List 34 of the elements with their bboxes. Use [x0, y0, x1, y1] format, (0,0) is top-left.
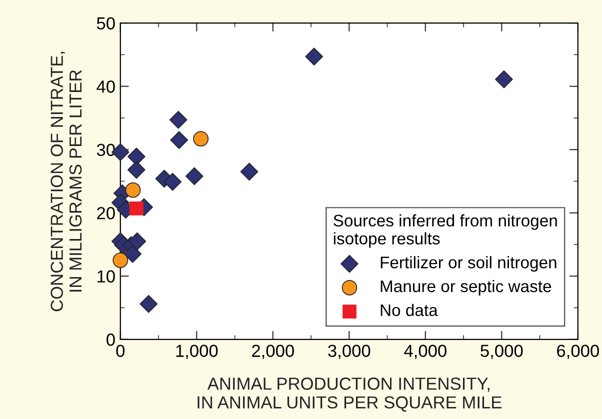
- point: [127, 160, 146, 179]
- x-tick-label: 1,000: [176, 344, 218, 360]
- x-axis-title: ANIMAL PRODUCTION INTENSITY, IN ANIMAL UNITS PER SQUARE MILE: [198, 378, 502, 412]
- point: [112, 252, 128, 268]
- x-tick-label: 0: [116, 344, 125, 358]
- y-axis-title: CONCENTRATION OF NITRATE, IN MILLIGRAMS PER LITER: [50, 52, 82, 312]
- x-tick-label: 2,000: [252, 344, 294, 360]
- point: [185, 167, 204, 186]
- y-tick-label: 20: [97, 207, 115, 220]
- y-tick-label: 40: [96, 80, 115, 93]
- x-tick-label: 5,000: [480, 344, 523, 360]
- point: [305, 48, 324, 66]
- point: [169, 110, 188, 129]
- point: [170, 131, 188, 150]
- legend-label: No data: [380, 304, 438, 316]
- legend-title: Sources inferred from nitrogen isotope results: [334, 214, 557, 248]
- y-tick-label: 0: [106, 334, 115, 346]
- point: [193, 131, 209, 147]
- point: [495, 70, 513, 88]
- legend-label: Fertilizer or soil nitrogen: [380, 256, 556, 272]
- x-tick-label: 6,000: [557, 344, 599, 360]
- x-tick-label: 3,000: [328, 344, 370, 360]
- point: [129, 201, 144, 216]
- legend-label: Manure or septic waste: [380, 280, 552, 296]
- y-tick-label: 10: [98, 270, 115, 283]
- point: [240, 162, 258, 181]
- point: [128, 232, 146, 250]
- point: [140, 295, 158, 313]
- point: [164, 172, 182, 191]
- point: [127, 148, 146, 166]
- point: [125, 182, 141, 198]
- y-tick-label: 50: [96, 17, 115, 30]
- x-tick-label: 4,000: [404, 344, 446, 360]
- point: [124, 245, 142, 263]
